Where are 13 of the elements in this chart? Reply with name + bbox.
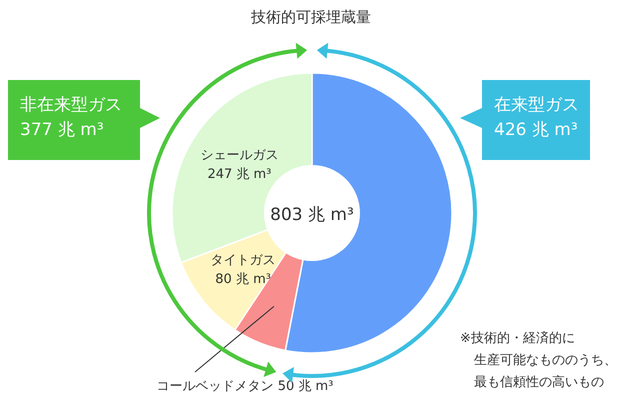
text: 生産可能なもののうち、 [474, 352, 617, 368]
text: 非在来型ガス 377 兆 m³ [20, 95, 122, 140]
slice-label: タイトガス [210, 253, 276, 268]
text: 803 兆 m³ [270, 205, 354, 225]
data-label: 426 兆 m³ [494, 120, 578, 140]
data-label: 247 兆 m³ [207, 166, 272, 182]
chart-title: 技術的可採埋蔵量 [250, 8, 371, 26]
data-label: 80 兆 m³ [215, 272, 271, 288]
slice-label: シェールガス [200, 148, 278, 163]
slice-label: 在来型ガス [494, 95, 579, 115]
text: 最も信頼性の高いもの [474, 374, 604, 390]
text: ※技術的・経済的に [460, 330, 575, 346]
slice-label: コールベッドメタン 50 兆 m³ [156, 379, 334, 394]
